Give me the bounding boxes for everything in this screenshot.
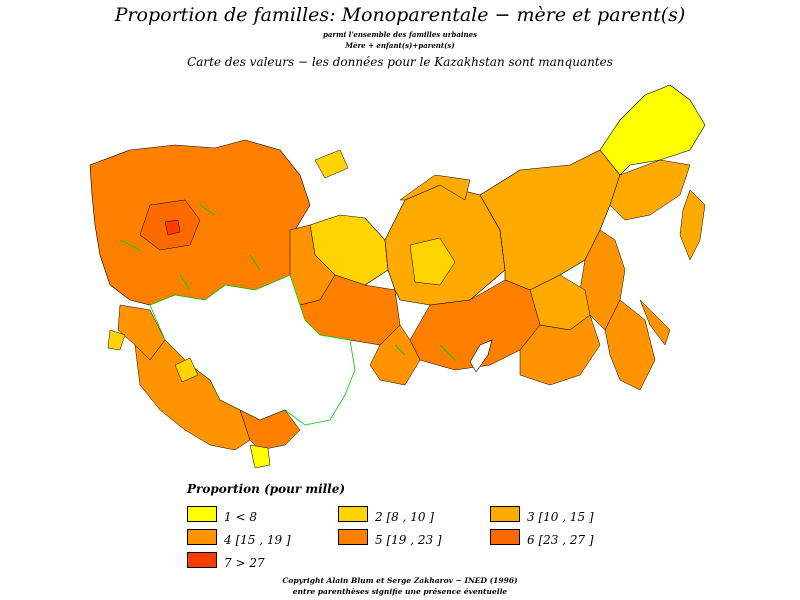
legend-swatch-1 [187, 506, 217, 522]
region-sakhalin [639, 299, 671, 346]
legend-swatch-3 [490, 506, 520, 522]
region-tajikistan [249, 444, 271, 469]
region-altai [369, 324, 421, 386]
region-kamchatka [679, 189, 706, 261]
region-magadan [609, 159, 691, 221]
region-yellow-west-kz [174, 357, 199, 383]
legend-swatch-7 [187, 552, 217, 568]
legend-title: Proportion (pour mille) [187, 482, 346, 496]
legend-swatch-2 [338, 506, 368, 522]
map-subtitle-2: Mère + enfant(s)+parent(s) [345, 41, 455, 50]
legend-label-3: 3 [10 , 15 ] [527, 510, 594, 524]
region-central-asia-south [239, 409, 301, 451]
map-subtitle-1: parmi l'ensemble des familles urbaines [322, 30, 478, 39]
region-taymyr [399, 174, 471, 201]
legend-label-7: 7 > 27 [224, 556, 265, 570]
legend-label-2: 2 [8 , 10 ] [375, 510, 434, 524]
region-novaya-zemlya [314, 149, 349, 179]
choropleth-map [89, 84, 706, 469]
legend-swatch-5 [338, 529, 368, 545]
legend-label-1: 1 < 8 [224, 510, 257, 524]
footer-copyright: Copyright Alain Blum et Serge Zakharov −… [282, 576, 518, 585]
lake-baikal [469, 339, 493, 373]
legend-label-5: 5 [19 , 23 ] [375, 533, 442, 547]
region-evenkia [409, 237, 456, 286]
footer-note: entre parenthèses signifie une présence … [292, 587, 508, 596]
region-primorye [604, 299, 656, 391]
legend-label-6: 6 [23 , 27 ] [527, 533, 594, 547]
region-moscow-city [164, 219, 181, 236]
region-chukotka [599, 84, 706, 176]
green-borders [119, 204, 456, 361]
region-caucasus [107, 329, 126, 351]
map-subtitle-3: Carte des valeurs − les données pour le … [187, 55, 613, 69]
region-chita [519, 314, 601, 386]
map-title: Proportion de familles: Monoparentale − … [114, 4, 686, 26]
legend-label-4: 4 [15 , 19 ] [224, 533, 291, 547]
legend-swatch-4 [187, 529, 217, 545]
legend-swatch-6 [490, 529, 520, 545]
